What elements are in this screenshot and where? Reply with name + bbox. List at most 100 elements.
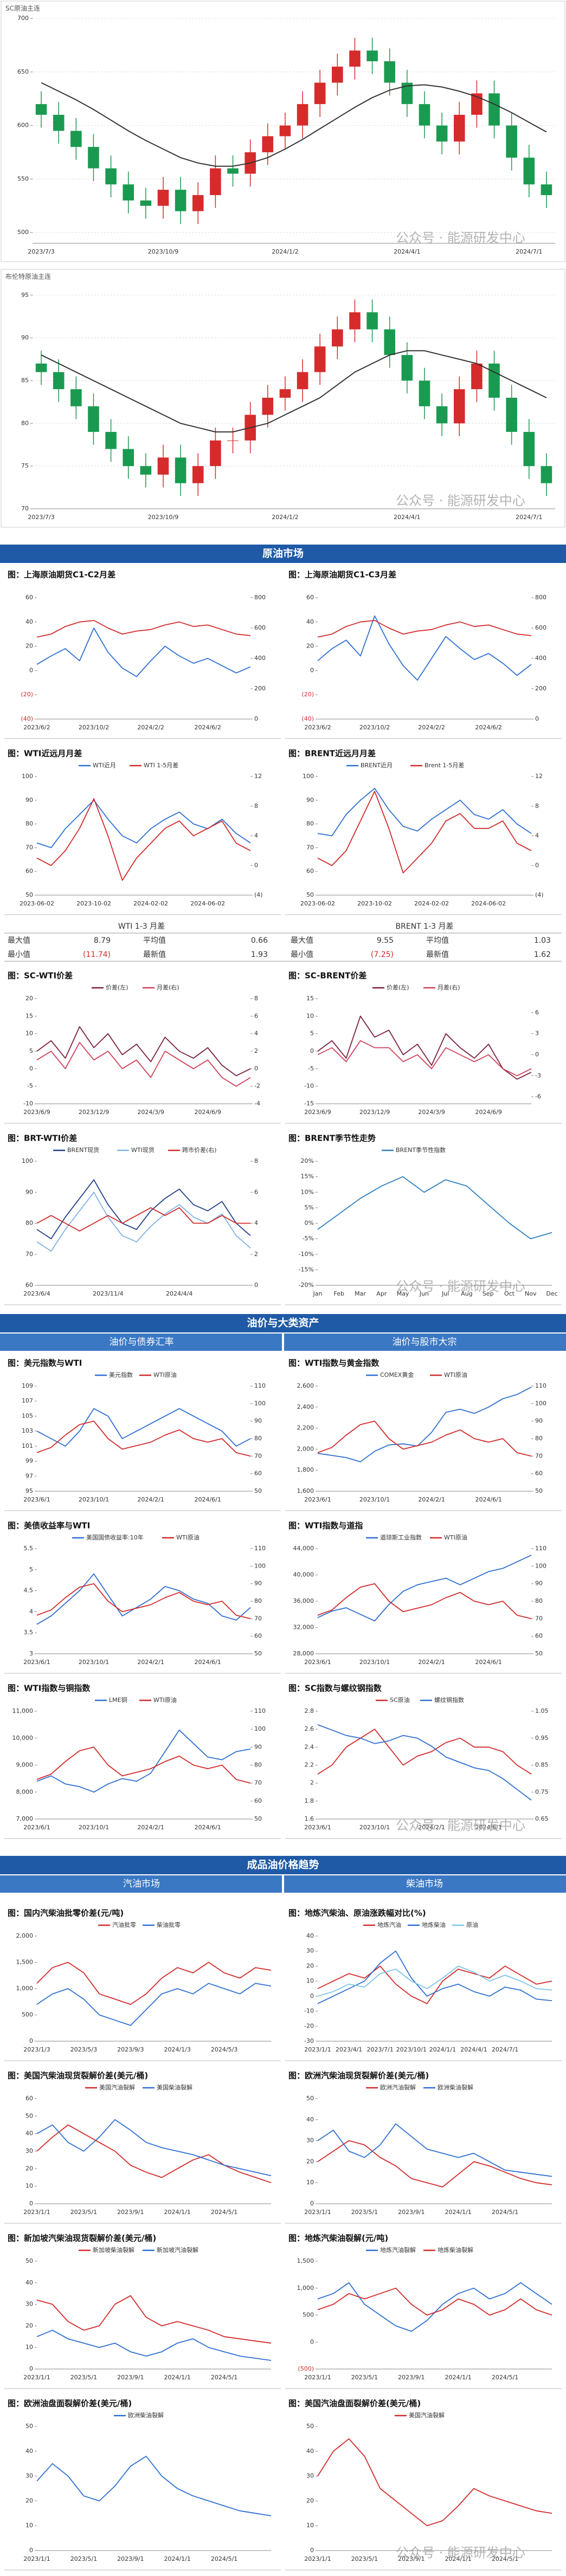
y-tick-label: 103: [22, 1427, 33, 1434]
y-tick-label: 107: [22, 1397, 33, 1404]
candle-body: [523, 432, 535, 467]
x-tick-label: 2023/9/1: [117, 2555, 144, 2562]
y-tick-label: 10: [25, 1030, 33, 1037]
x-tick-label: 2024-02-02: [414, 900, 449, 907]
data-line: [36, 1983, 272, 2026]
y2-tick-label: 90: [535, 1580, 543, 1587]
candle-body: [279, 389, 291, 398]
y2-tick-label: 100: [535, 1562, 546, 1569]
x-tick-label: 2024-06-02: [190, 900, 225, 907]
y2-tick-label: 110: [535, 1545, 546, 1552]
x-tick-label: Dec: [546, 1290, 557, 1297]
legend-label: 月差(右): [438, 983, 460, 991]
data-line: [317, 1724, 532, 1801]
x-tick-label: 2023/10/9: [148, 248, 178, 255]
subsection-title: 柴油市场: [406, 1879, 443, 1889]
candle-body: [419, 380, 430, 406]
y-tick-label: -10: [23, 1100, 33, 1107]
y2-tick-label: 0.85: [535, 1762, 549, 1769]
y2-tick-label: (4): [254, 891, 263, 898]
candle-body: [332, 329, 343, 347]
x-tick-label: 2024/6/9: [194, 1109, 221, 1116]
x-tick-label: 2023/5/1: [70, 2209, 97, 2216]
candle-body: [140, 200, 152, 206]
data-line: [317, 1729, 532, 1775]
x-tick-label: 2023/6/1: [23, 1496, 50, 1503]
y-tick-label: 60: [25, 868, 33, 875]
table-label: 平均值: [143, 936, 166, 945]
candle-body: [314, 82, 326, 105]
y2-tick-label: 90: [254, 1418, 262, 1425]
y2-tick-label: 200: [254, 685, 266, 692]
table-value: 1.93: [251, 950, 268, 959]
data-line: [317, 1950, 552, 2004]
data-line: [36, 1420, 251, 1457]
legend-label: BRENT季节性指数: [396, 1146, 446, 1154]
table-value: 9.55: [377, 936, 394, 945]
subsection-bar: [0, 1334, 282, 1351]
table-value: 0.66: [251, 936, 268, 945]
legend-label: 美国国债收益率:10年: [86, 1533, 144, 1541]
panel-title: 图：WTI指数与黄金指数: [288, 1358, 380, 1368]
data-line: [36, 1962, 272, 2005]
y-tick-label: 50: [306, 2423, 314, 2430]
y-tick-label: 100: [22, 773, 33, 780]
y-tick-label: 60: [306, 594, 314, 601]
y2-tick-label: 8: [254, 802, 258, 810]
x-tick-label: 2024/1/1: [164, 2209, 190, 2216]
y-tick-label: 100: [303, 773, 314, 780]
y-tick-label: 1,600: [297, 1487, 314, 1494]
y-tick-label: 10,000: [12, 1734, 34, 1742]
y-tick-label: 20: [306, 1962, 314, 1969]
candle-body: [523, 157, 535, 185]
y2-tick-label: 0.75: [535, 1788, 549, 1795]
y2-tick-label: 4: [535, 832, 539, 839]
y-tick-label: 0: [310, 2547, 314, 2554]
y-tick-label: 10: [306, 2179, 314, 2186]
x-tick-label: 2023/10/1: [359, 1824, 390, 1831]
data-line: [317, 2438, 552, 2527]
subsection-title: 油价与股市大宗: [393, 1337, 457, 1348]
candle-body: [123, 184, 134, 200]
y2-tick-label: 50: [254, 1487, 262, 1494]
data-line: [317, 791, 532, 873]
y2-tick-label: -2: [254, 1083, 260, 1090]
candle-body: [227, 168, 239, 174]
candle-body: [192, 195, 204, 211]
data-line: [317, 615, 532, 681]
data-line: [36, 1573, 251, 1625]
x-tick-label: 2024/1/1: [429, 2046, 456, 2053]
x-tick-label: 2024/4/4: [166, 1290, 192, 1297]
y2-tick-label: 110: [535, 1382, 546, 1389]
y-tick-label: 40: [306, 1932, 314, 1939]
data-line: [36, 1041, 251, 1087]
x-tick-label: Apr: [376, 1290, 387, 1297]
y-tick-label: 2: [310, 1779, 314, 1787]
y2-tick-label: 70: [254, 1615, 262, 1622]
y-tick-label: 5: [310, 1030, 314, 1037]
panel-title: 图：美债收益率与WTI: [8, 1521, 90, 1531]
subsection-bar: [284, 1875, 566, 1893]
y2-tick-label: 4: [254, 1220, 258, 1227]
candle-body: [140, 466, 152, 475]
y-tick-label: 20: [306, 2497, 314, 2504]
panel-title: 图：SC-WTI价差: [8, 971, 73, 981]
y-tick-label: 20: [25, 2165, 33, 2172]
y2-tick-label: 110: [254, 1545, 266, 1552]
y2-tick-label: 2: [254, 1047, 258, 1054]
x-tick-label: 2023/6/9: [23, 1109, 50, 1116]
y-tick-label: 2.4: [305, 1743, 314, 1750]
x-tick-label: Sep: [483, 1290, 494, 1297]
candle-body: [384, 329, 396, 355]
y2-tick-label: 80: [254, 1435, 262, 1442]
panel-title: 图：新加坡汽柴油现货裂解价差(美元/桶): [8, 2234, 156, 2243]
y2-tick-label: 80: [535, 1597, 543, 1604]
table-label: 最新值: [426, 950, 449, 959]
x-tick-label: 2023/6/2: [304, 724, 331, 731]
y-tick-label: 50: [306, 2095, 314, 2102]
y2-tick-label: 8: [254, 1157, 258, 1164]
y-tick-label: 60: [25, 594, 33, 601]
legend-label: WTI近月: [93, 762, 116, 769]
y-tick-label: 10%: [301, 1188, 314, 1195]
x-tick-label: 2023/9/1: [398, 2209, 424, 2216]
